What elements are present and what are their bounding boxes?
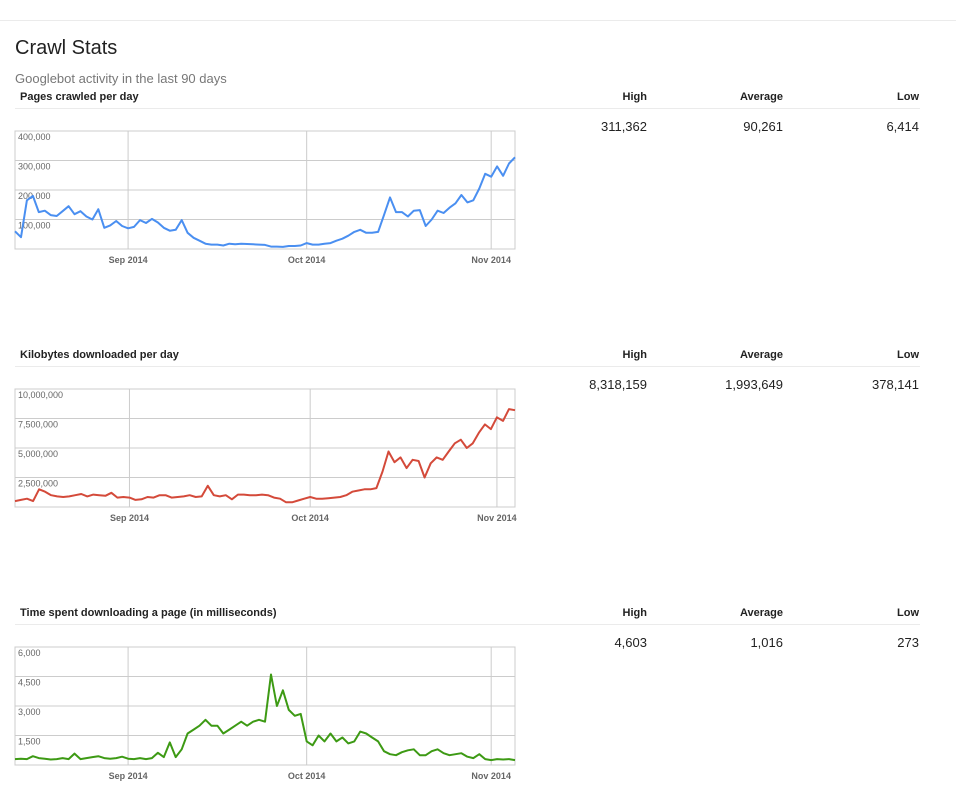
time-spent-chart-svg: 1,500 3,000 4,500 6,000 Sep 2014 Oct 2014 Nov … [14, 646, 516, 781]
average-header: Average [739, 607, 783, 619]
y-tick-label: 400,000 [18, 132, 51, 142]
x-tick-label: Sep 2014 [109, 255, 148, 265]
x-tick-label: Oct 2014 [291, 513, 329, 523]
y-tick-label: 100,000 [18, 221, 51, 231]
x-tick-label: Sep 2014 [110, 513, 149, 523]
y-tick-label: 300,000 [18, 162, 51, 172]
pages-crawled-chart: 100,000 200,000 300,000 400,000 Sep 2014 Oct … [14, 130, 516, 276]
kilobytes-chart-svg: 2,500,000 5,000,000 7,500,000 10,000,000 Sep… [14, 388, 517, 523]
x-tick-label: Oct 2014 [288, 255, 326, 265]
x-tick-label: Nov 2014 [471, 771, 511, 781]
low-header: Low [897, 91, 919, 103]
section-divider [15, 366, 920, 367]
average-value: 1,016 [750, 635, 783, 650]
series-line [14, 673, 516, 762]
y-tick-label: 1,500 [18, 737, 41, 747]
low-value: 6,414 [886, 119, 919, 134]
average-value: 1,993,649 [725, 377, 783, 392]
section-title: Time spent downloading a page (in millis… [20, 607, 277, 619]
page-subtitle: Googlebot activity in the last 90 days [15, 71, 227, 86]
kilobytes-section: Kilobytes downloaded per day High Averag… [0, 349, 956, 549]
y-tick-label: 5,000,000 [18, 449, 58, 459]
low-value: 273 [897, 635, 919, 650]
high-header: High [622, 91, 647, 103]
high-value: 4,603 [614, 635, 647, 650]
y-tick-label: 6,000 [18, 648, 41, 658]
high-value: 311,362 [600, 119, 647, 134]
low-header: Low [897, 349, 919, 361]
y-tick-label: 10,000,000 [18, 390, 63, 400]
x-tick-label: Oct 2014 [288, 771, 326, 781]
top-divider [0, 20, 956, 21]
pages-crawled-chart-svg: 100,000 200,000 300,000 400,000 Sep 2014 Oct … [14, 130, 516, 265]
kilobytes-chart: 2,500,000 5,000,000 7,500,000 10,000,000 Sep… [14, 388, 517, 534]
section-title: Pages crawled per day [20, 91, 139, 103]
high-header: High [622, 349, 647, 361]
time-spent-chart: 1,500 3,000 4,500 6,000 Sep 2014 Oct 2014 Nov … [14, 646, 516, 792]
y-tick-label: 3,000 [18, 707, 41, 717]
y-tick-label: 2,500,000 [18, 479, 58, 489]
average-value: 90,261 [743, 119, 783, 134]
section-title: Kilobytes downloaded per day [20, 349, 179, 361]
y-tick-label: 4,500 [18, 678, 41, 688]
section-divider [15, 624, 920, 625]
low-value: 378,141 [872, 377, 919, 392]
x-tick-label: Nov 2014 [477, 513, 517, 523]
low-header: Low [897, 607, 919, 619]
x-tick-label: Sep 2014 [109, 771, 148, 781]
high-header: High [622, 607, 647, 619]
y-tick-label: 200,000 [18, 191, 51, 201]
series-line [14, 156, 516, 248]
x-tick-label: Nov 2014 [471, 255, 511, 265]
y-tick-label: 7,500,000 [18, 420, 58, 430]
series-line [14, 408, 516, 504]
pages-crawled-section: Pages crawled per day High Average Low 3… [0, 91, 956, 291]
section-divider [15, 108, 920, 109]
page-title: Crawl Stats [15, 37, 118, 59]
time-spent-section: Time spent downloading a page (in millis… [0, 607, 956, 807]
high-value: 8,318,159 [589, 377, 647, 392]
average-header: Average [739, 349, 783, 361]
average-header: Average [739, 91, 783, 103]
